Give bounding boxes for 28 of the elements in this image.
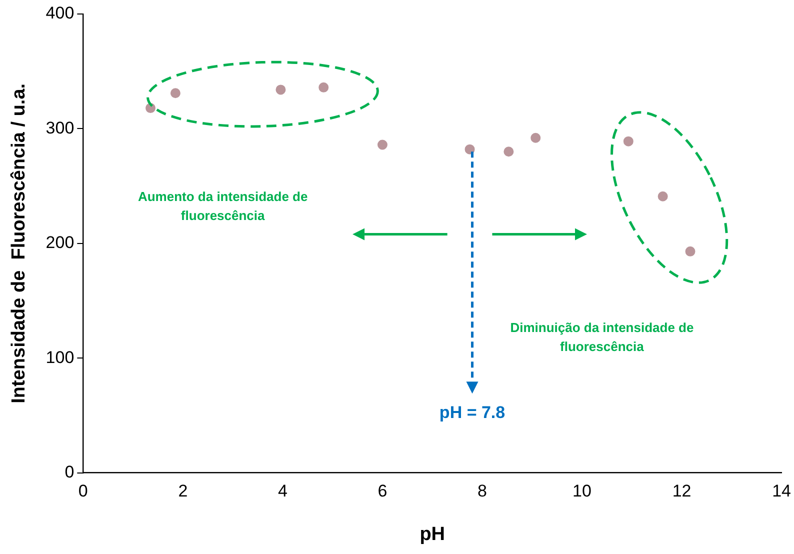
y-tick-label: 100	[46, 348, 74, 367]
point	[170, 88, 180, 98]
y-axis-title: Intensidade de Fluorescência / u.a.	[8, 83, 30, 404]
point	[504, 146, 514, 157]
annotation: Aumento da intensidade de fluorescência	[138, 189, 308, 224]
x-tick-label: 12	[672, 482, 692, 501]
point	[685, 246, 696, 256]
y-tick-label: 200	[46, 233, 74, 252]
point	[377, 140, 388, 150]
x-tick-label: 10	[572, 482, 592, 501]
x-tick-label: 2	[178, 482, 188, 501]
point	[318, 82, 329, 92]
x-tick-label: 8	[478, 482, 487, 501]
x-tick-label: 0	[78, 482, 88, 501]
x-tick-label: 4	[278, 482, 288, 501]
point	[623, 136, 634, 146]
y-tick-label: 0	[64, 462, 74, 482]
x-tick-label: 14	[772, 482, 792, 501]
point	[658, 191, 668, 202]
x-axis-title: pH	[420, 524, 446, 545]
annotation: Diminuição da intensidade de fluorescência	[510, 320, 694, 354]
annotation: pH = 7.8	[439, 402, 506, 422]
x-tick-label: 6	[378, 482, 388, 501]
y-tick-label: 300	[46, 118, 74, 138]
y-tick-label: 400	[46, 4, 74, 23]
point	[530, 132, 541, 143]
point	[464, 144, 475, 154]
point	[276, 84, 286, 95]
